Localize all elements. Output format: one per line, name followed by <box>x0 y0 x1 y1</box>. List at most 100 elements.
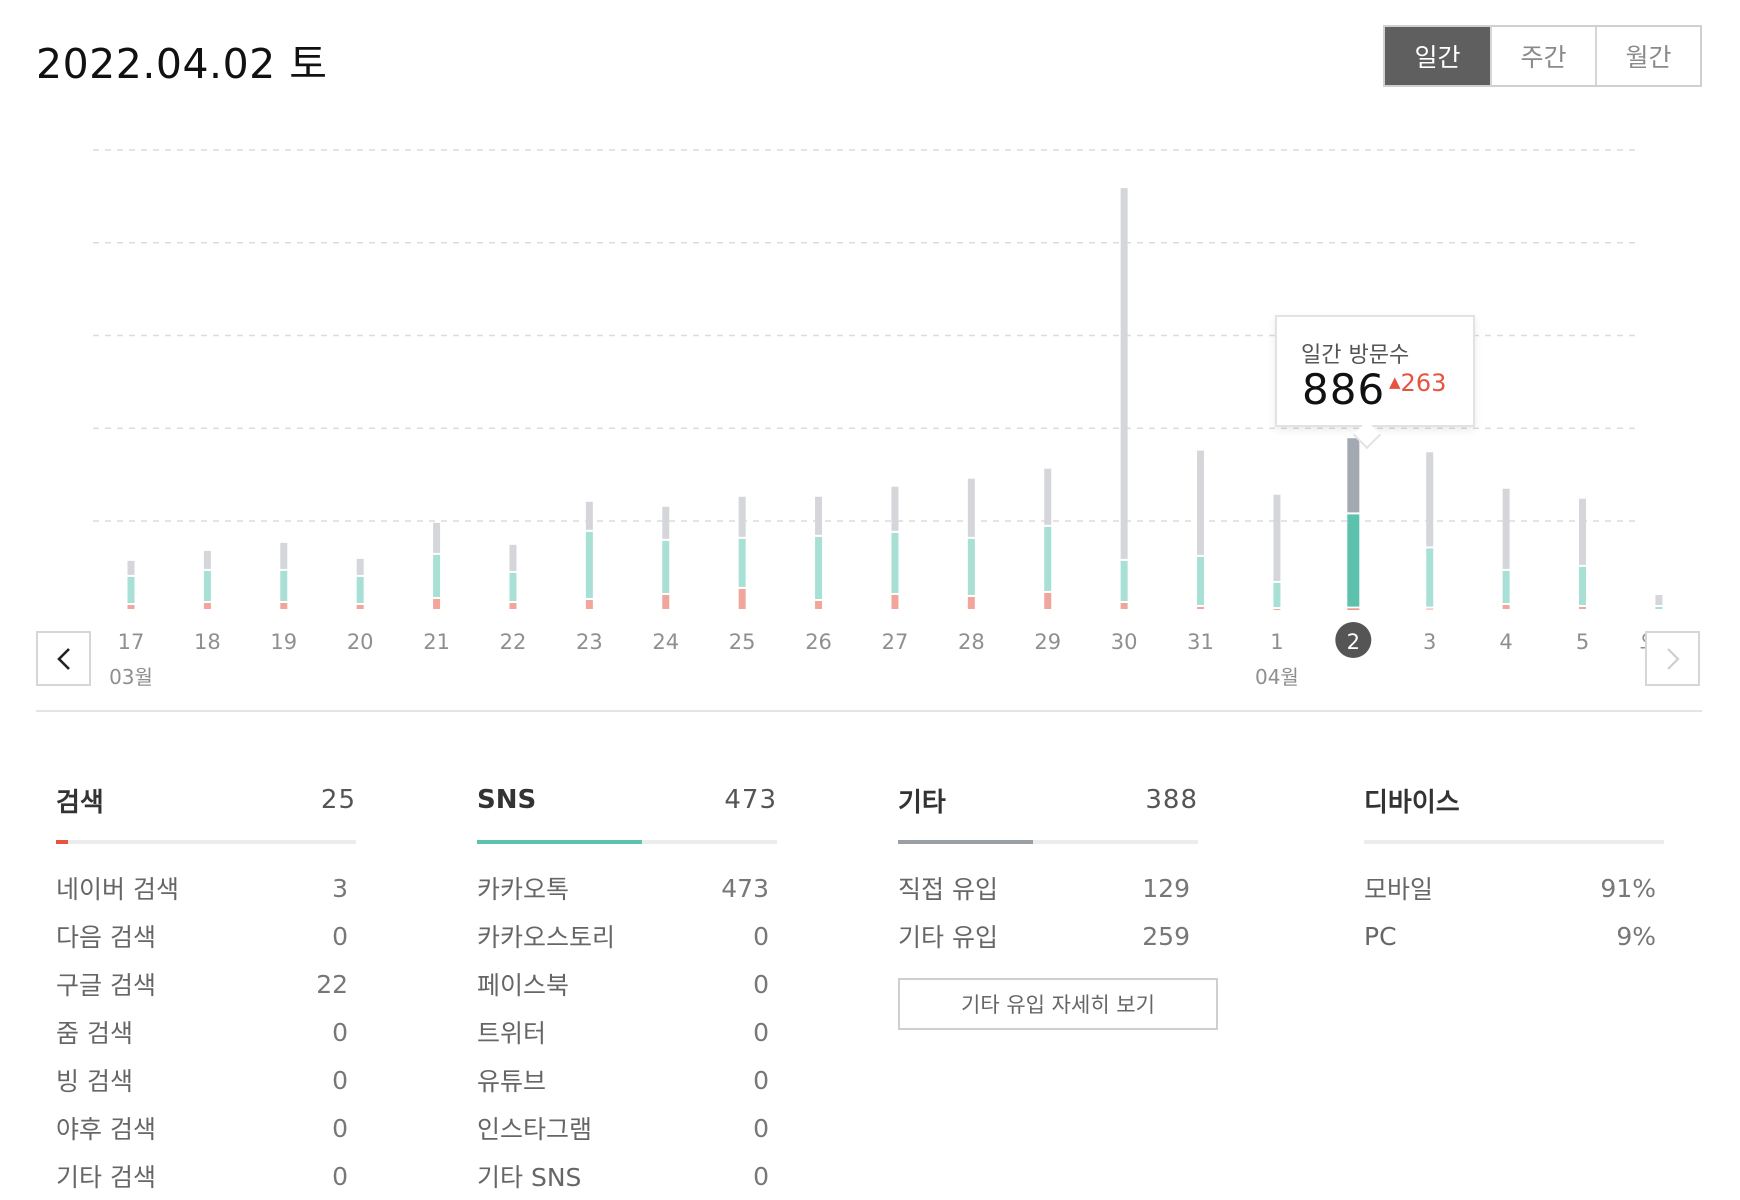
x-tick-label[interactable]: 19 <box>270 630 297 654</box>
x-tick-label[interactable]: 28 <box>958 630 985 654</box>
x-tick-label[interactable]: 26 <box>805 630 832 654</box>
list-item-value: 0 <box>332 921 348 951</box>
bar-segment[interactable] <box>203 550 211 569</box>
bar-segment[interactable] <box>280 542 288 569</box>
bar-segment[interactable] <box>891 532 899 593</box>
bar-segment[interactable] <box>1426 548 1434 607</box>
bar-segment[interactable] <box>967 538 975 595</box>
x-tick-label[interactable]: 21 <box>423 630 450 654</box>
bar-segment[interactable] <box>1347 438 1360 513</box>
bar-segment[interactable] <box>1347 514 1360 607</box>
bar-segment[interactable] <box>280 602 288 609</box>
x-tick-label[interactable]: 5 <box>1576 630 1589 654</box>
tab-weekly[interactable]: 주간 <box>1490 27 1595 85</box>
panel-header: 검색 25 <box>36 780 356 820</box>
x-tick-label[interactable]: 3 <box>1423 630 1436 654</box>
bar-segment[interactable] <box>1502 604 1510 609</box>
x-tick-label[interactable]: 18 <box>194 630 221 654</box>
x-tick-label[interactable]: 1 <box>1270 630 1283 654</box>
bar-segment[interactable] <box>662 540 670 593</box>
bar-segment[interactable] <box>433 554 441 597</box>
bar-segment[interactable] <box>203 602 211 609</box>
x-tick-label[interactable]: 22 <box>500 630 527 654</box>
bar-segment[interactable] <box>509 572 517 601</box>
bar-segment[interactable] <box>738 588 746 609</box>
x-tick-label[interactable]: 2 <box>1347 630 1360 654</box>
bar-segment[interactable] <box>433 522 441 553</box>
bar-segment[interactable] <box>1502 570 1510 603</box>
bar-segment[interactable] <box>1044 526 1052 591</box>
x-tick-label[interactable]: 20 <box>347 630 374 654</box>
bar-segment[interactable] <box>815 536 823 599</box>
bar-segment[interactable] <box>1197 556 1205 605</box>
bar-segment[interactable] <box>509 602 517 609</box>
bar-segment[interactable] <box>815 600 823 609</box>
bar-segment[interactable] <box>1273 608 1281 610</box>
bar-segment[interactable] <box>1273 494 1281 581</box>
bar-segment[interactable] <box>967 596 975 609</box>
bar-segment[interactable] <box>433 598 441 609</box>
bar-segment[interactable] <box>127 560 135 575</box>
other-panel: 기타 388 직접 유입 129 기타 유입 259 기타 유입 자세히 보기 <box>878 780 1218 1030</box>
bar-segment[interactable] <box>203 570 211 601</box>
bar-segment[interactable] <box>1120 602 1128 609</box>
sns-source-list: 카카오톡 473 카카오스토리 0 페이스북 0 트위터 0 유튜브 0 인스타그램 0 기… <box>457 864 777 1200</box>
x-tick-label[interactable]: 27 <box>882 630 909 654</box>
tab-monthly[interactable]: 월간 <box>1595 27 1700 85</box>
chart-next-button[interactable] <box>1645 631 1700 686</box>
bar-segment[interactable] <box>356 604 364 609</box>
bar-segment[interactable] <box>1347 608 1360 610</box>
list-item-label: 기타 SNS <box>477 1163 582 1192</box>
bar-segment[interactable] <box>585 599 593 609</box>
bar-segment[interactable] <box>1579 498 1587 565</box>
bar-segment[interactable] <box>1579 566 1587 605</box>
bar-segment[interactable] <box>1502 488 1510 569</box>
bar-segment[interactable] <box>1120 560 1128 601</box>
other-detail-button[interactable]: 기타 유입 자세히 보기 <box>898 978 1218 1030</box>
bar-segment[interactable] <box>356 558 364 575</box>
list-item: 유튜브 0 <box>477 1056 777 1104</box>
list-item: 줌 검색 0 <box>56 1008 356 1056</box>
bar-segment[interactable] <box>891 594 899 609</box>
bar-segment[interactable] <box>1655 606 1663 609</box>
bar-segment[interactable] <box>891 486 899 531</box>
x-tick-label[interactable]: 29 <box>1034 630 1061 654</box>
device-list: 모바일 91% PC 9% <box>1344 864 1664 960</box>
bar-segment[interactable] <box>1120 188 1128 559</box>
tab-daily[interactable]: 일간 <box>1385 27 1490 85</box>
x-tick-label[interactable]: 30 <box>1111 630 1138 654</box>
x-tick-label[interactable]: 31 <box>1187 630 1214 654</box>
x-tick-label[interactable]: 23 <box>576 630 603 654</box>
x-tick-label[interactable]: 25 <box>729 630 756 654</box>
bar-segment[interactable] <box>967 478 975 537</box>
bar-segment[interactable] <box>1197 450 1205 555</box>
bar-segment[interactable] <box>1273 582 1281 607</box>
list-item: 야후 검색 0 <box>56 1104 356 1152</box>
bar-segment[interactable] <box>1197 606 1205 609</box>
bar-segment[interactable] <box>662 594 670 609</box>
bar-segment[interactable] <box>1426 608 1434 610</box>
bar-segment[interactable] <box>815 496 823 535</box>
chart-prev-button[interactable] <box>36 631 91 686</box>
bar-segment[interactable] <box>127 576 135 603</box>
bar-segment[interactable] <box>1426 452 1434 547</box>
bar-segment[interactable] <box>585 501 593 530</box>
bar-segment[interactable] <box>1655 594 1663 605</box>
list-item-value: 0 <box>753 921 769 951</box>
bar-segment[interactable] <box>127 604 135 609</box>
bar-segment[interactable] <box>1579 606 1587 609</box>
list-item-label: 페이스북 <box>477 971 570 1000</box>
bar-segment[interactable] <box>1044 592 1052 609</box>
bar-segment[interactable] <box>662 506 670 539</box>
bar-segment[interactable] <box>585 531 593 598</box>
x-tick-label[interactable]: 17 <box>118 630 145 654</box>
bar-segment[interactable] <box>1044 468 1052 525</box>
x-tick-label[interactable]: 24 <box>652 630 679 654</box>
bar-segment[interactable] <box>738 538 746 587</box>
list-item: 인스타그램 0 <box>477 1104 777 1152</box>
bar-segment[interactable] <box>356 576 364 603</box>
bar-segment[interactable] <box>509 544 517 571</box>
bar-segment[interactable] <box>280 570 288 601</box>
bar-segment[interactable] <box>738 496 746 537</box>
x-tick-label[interactable]: 4 <box>1499 630 1512 654</box>
